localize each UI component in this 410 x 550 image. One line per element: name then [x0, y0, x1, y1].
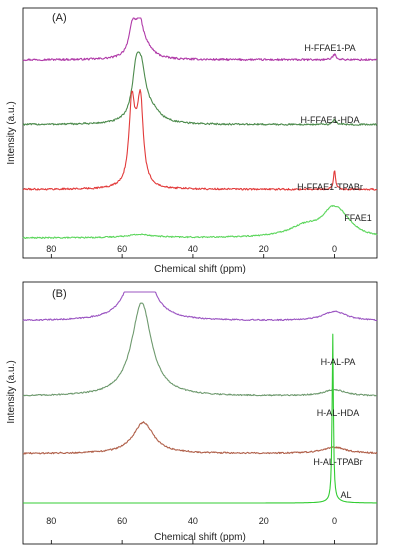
panel-b: (B) Intensity (a.u.) Chemical shift (ppm… — [6, 281, 378, 545]
x-tick-label: 80 — [46, 516, 56, 526]
x-tick-label: 20 — [259, 516, 269, 526]
panel-a-x-ticks: 80 60 40 20 0 — [46, 244, 337, 258]
panel-a-traces — [22, 17, 378, 239]
panel-a-frame — [22, 7, 378, 259]
x-tick-label: 80 — [46, 244, 56, 254]
x-tick-label: 40 — [188, 244, 198, 254]
x-tick-label: 0 — [332, 516, 337, 526]
series-label-h-al-pa: H-AL-PA — [321, 357, 356, 367]
spectrum-trace-h-ffae1-tpabr — [22, 88, 378, 191]
spectrum-trace-h-al-tpabr — [22, 421, 378, 455]
series-label-h-al-hda: H-AL-HDA — [317, 408, 360, 418]
series-label-h-al-tpabr: H-AL-TPABr — [313, 457, 362, 467]
x-tick-label: 0 — [332, 244, 337, 254]
panel-a-label: (A) — [52, 12, 67, 24]
panel-a: (A) Intensity (a.u.) Chemical shift (ppm… — [6, 7, 378, 275]
panel-b-frame — [22, 281, 378, 545]
series-label-h-ffae1-hda: H-FFAE1-HDA — [300, 115, 359, 125]
panel-b-ylabel: Intensity (a.u.) — [6, 360, 17, 423]
x-tick-label: 60 — [117, 516, 127, 526]
spectrum-trace-h-ffae1-hda — [22, 51, 378, 126]
x-tick-label: 20 — [259, 244, 269, 254]
panel-b-label: (B) — [52, 288, 67, 300]
spectrum-trace-h-al-pa — [22, 291, 378, 322]
spectrum-trace-ffae1 — [22, 204, 378, 239]
series-label-h-ffae1-tpabr: H-FFAE1-TPABr — [297, 182, 363, 192]
panel-b-series-labels: H-AL-PA H-AL-HDA H-AL-TPABr AL — [313, 357, 362, 500]
panel-b-xlabel: Chemical shift (ppm) — [154, 532, 246, 543]
series-label-h-ffae1-pa: H-FFAE1-PA — [304, 43, 355, 53]
panel-a-series-labels: H-FFAE1-PA H-FFAE1-HDA H-FFAE1-TPABr FFAE1 — [297, 43, 372, 223]
series-label-ffae1: FFAE1 — [344, 213, 372, 223]
panel-a-ylabel: Intensity (a.u.) — [6, 101, 17, 164]
x-tick-label: 40 — [188, 516, 198, 526]
spectrum-trace-h-al-hda — [22, 302, 377, 397]
spectrum-trace-al — [23, 333, 377, 504]
panel-b-x-ticks: 80 60 40 20 0 — [46, 516, 337, 544]
panel-b-traces — [22, 291, 378, 504]
spectrum-trace-h-ffae1-pa — [22, 17, 378, 62]
series-label-al: AL — [340, 490, 351, 500]
panel-a-xlabel: Chemical shift (ppm) — [154, 264, 246, 275]
x-tick-label: 60 — [117, 244, 127, 254]
